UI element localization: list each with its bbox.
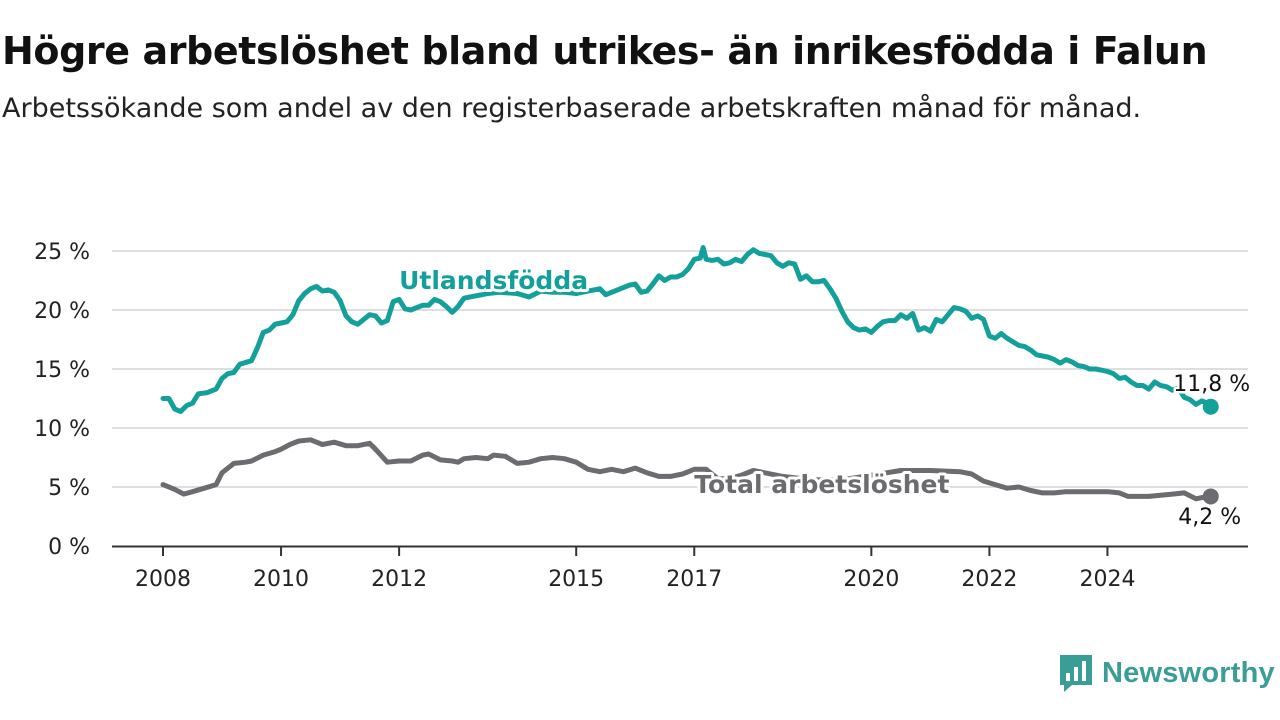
x-tick-label: 2022 [961, 567, 1017, 592]
y-tick-label: 25 % [34, 240, 90, 265]
y-tick-label: 20 % [34, 299, 90, 324]
y-tick-label: 0 % [48, 535, 90, 560]
series-line-utlandsfodda [160, 245, 1214, 414]
x-tick-label: 2012 [371, 567, 427, 592]
y-tick-label: 5 % [48, 476, 90, 501]
end-value-total: 4,2 % [1178, 505, 1241, 530]
end-point-utlandsfodda [1202, 398, 1219, 415]
series-name-utlandsfodda: Utlandsfödda [399, 266, 588, 295]
series-lines [160, 245, 1219, 505]
end-point-total [1202, 488, 1219, 505]
x-tick-label: 2010 [253, 567, 309, 592]
series-name-total: Total arbetslöshet [694, 470, 949, 499]
y-axis-ticks: 0 % 5 % 10 % 15 % 20 % 25 % [34, 240, 90, 560]
x-axis-ticks: 2008 2010 2012 2015 2017 2020 2022 2024 [135, 546, 1135, 592]
newsworthy-logo-icon [1060, 655, 1092, 692]
x-tick-label: 2008 [135, 567, 191, 592]
x-tick-label: 2017 [666, 567, 722, 592]
end-value-utlandsfodda: 11,8 % [1173, 372, 1250, 397]
chart-title: Högre arbetslöshet bland utrikes- än inr… [2, 29, 1208, 73]
x-tick-label: 2024 [1079, 567, 1135, 592]
chart-subtitle: Arbetssökande som andel av den registerb… [2, 93, 1142, 124]
series-line-total [160, 437, 1214, 502]
y-tick-label: 15 % [34, 358, 90, 383]
gridlines [112, 250, 1248, 548]
x-tick-label: 2020 [843, 567, 899, 592]
x-tick-label: 2015 [548, 567, 604, 592]
brand-name: Newsworthy [1102, 656, 1275, 689]
y-tick-label: 10 % [34, 417, 90, 442]
newsworthy-brand: Newsworthy [1058, 652, 1275, 694]
series-labels: Utlandsfödda Total arbetslöshet 11,8 % 4,2 … [396, 263, 1253, 533]
